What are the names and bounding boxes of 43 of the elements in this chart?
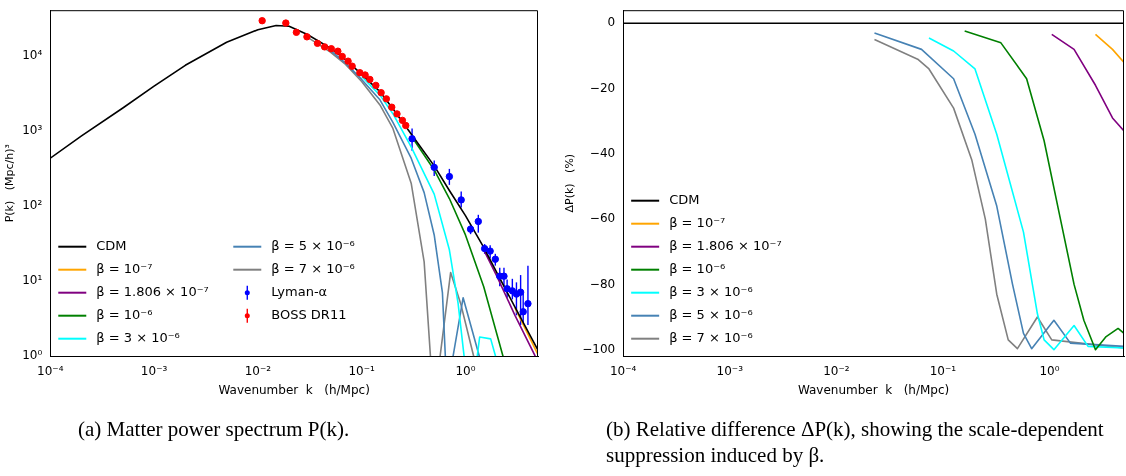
legend-label: β = 7 × 10⁻⁶ — [669, 330, 753, 346]
y-tick-label: −60 — [589, 211, 616, 226]
y-axis-title: P(k) (Mpc/h)³ — [3, 144, 17, 223]
legend-label: β = 5 × 10⁻⁶ — [271, 238, 355, 254]
x-tick-label: 10⁻² — [244, 363, 272, 378]
legend-label: β = 3 × 10⁻⁶ — [669, 284, 753, 300]
y-tick-label: −100 — [582, 341, 616, 356]
x-tick-label: 10⁻⁴ — [37, 363, 64, 378]
legend-label: CDM — [96, 238, 127, 254]
x-tick-label: 10⁰ — [1039, 363, 1060, 378]
text: (b) Relative difference ΔP(k), showing the scale-dependent suppression induced by β. — [606, 416, 1105, 468]
x-tick-label: 10⁻¹ — [348, 363, 376, 378]
legend-label: CDM — [669, 192, 700, 208]
legend-label: Lyman-α — [271, 284, 328, 300]
x-tick-label: 10⁻¹ — [929, 363, 957, 378]
legend-label: β = 3 × 10⁻⁶ — [96, 330, 180, 346]
legend-label: β = 10⁻⁷ — [96, 261, 153, 277]
x-tick-label: 10⁻² — [823, 363, 850, 378]
x-tick-label: 10⁻⁴ — [609, 363, 637, 378]
x-tick-label: 10⁻³ — [716, 363, 744, 378]
y-tick-label: 10⁰ — [22, 348, 43, 363]
legend-label: β = 10⁻⁶ — [96, 307, 153, 323]
y-tick-label: −20 — [589, 80, 616, 95]
y-tick-label: −80 — [589, 276, 616, 291]
legend-label: β = 7 × 10⁻⁶ — [271, 261, 355, 277]
x-tick-label: 10⁰ — [455, 363, 476, 378]
legend-label: BOSS DR11 — [271, 307, 347, 323]
legend-label: β = 10⁻⁷ — [669, 215, 726, 231]
legend-label: β = 10⁻⁶ — [669, 261, 726, 277]
legend-label: β = 1.806 × 10⁻⁷ — [96, 284, 209, 300]
y-tick-label: 10⁴ — [22, 47, 43, 62]
x-tick-label: 10⁻³ — [140, 363, 168, 378]
y-tick-label: 10² — [22, 197, 43, 212]
y-tick-label: 0 — [607, 15, 616, 30]
y-axis-title: ΔP(k) (%) — [563, 153, 577, 213]
text: (a) Matter power spectrum P(k). — [78, 416, 351, 442]
legend-label: β = 5 × 10⁻⁶ — [669, 307, 753, 323]
y-tick-label: 10¹ — [22, 273, 43, 288]
x-axis-title: Wavenumber k (h/Mpc) — [797, 382, 950, 397]
y-tick-label: −40 — [589, 145, 616, 160]
y-tick-label: 10³ — [22, 122, 43, 137]
x-axis-title: Wavenumber k (h/Mpc) — [218, 382, 370, 397]
legend-label: β = 1.806 × 10⁻⁷ — [669, 238, 782, 254]
